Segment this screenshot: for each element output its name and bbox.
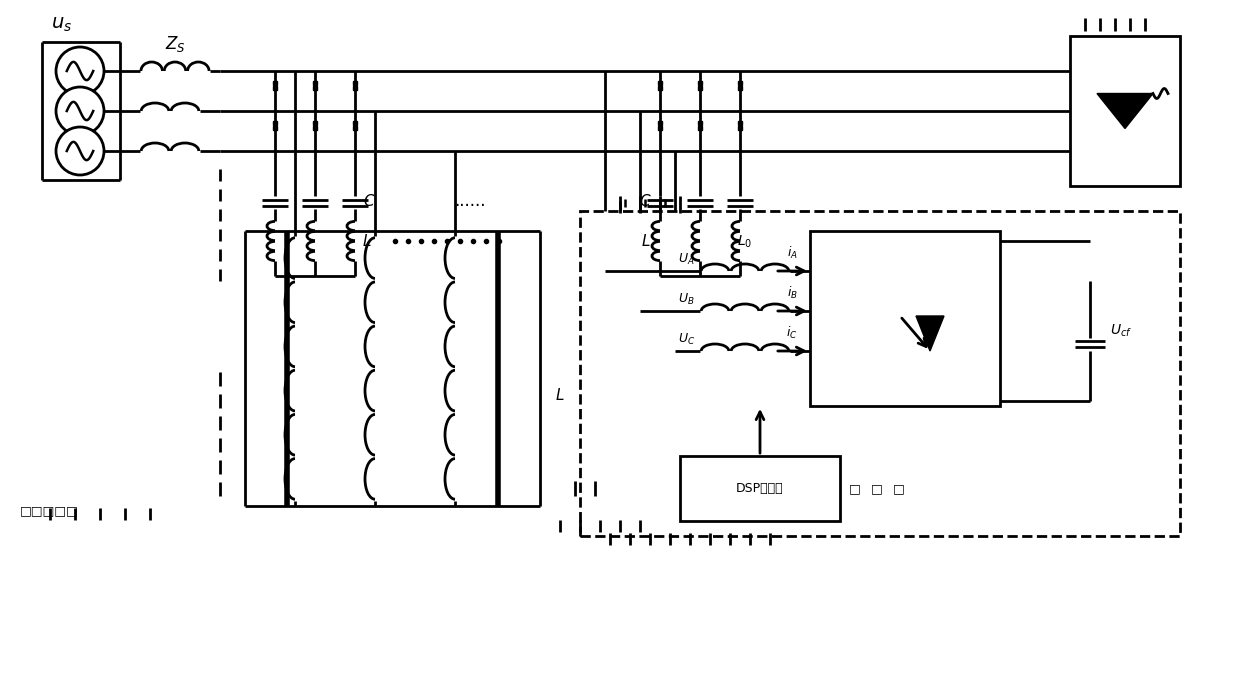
Polygon shape [916,316,944,351]
Text: $U_A$: $U_A$ [678,251,694,266]
Text: $U_C$: $U_C$ [678,331,694,347]
Bar [273,86,278,90]
Circle shape [56,127,104,175]
Bar [698,81,702,85]
Text: $i_C$: $i_C$ [786,325,797,341]
Bar [273,81,278,85]
Bar [738,86,743,90]
Bar [273,121,278,125]
Text: C: C [363,193,373,208]
Bar [810,231,999,406]
Text: L: L [556,389,564,404]
Text: $U_B$: $U_B$ [678,291,694,306]
Bar [680,456,839,521]
Bar [698,126,702,130]
Bar [657,86,662,90]
Bar [1070,36,1180,186]
Polygon shape [1097,93,1153,128]
Bar [580,211,1180,536]
Bar [353,81,357,85]
Text: L: L [363,233,372,249]
Bar [353,126,357,130]
Text: □: □ [849,482,861,495]
Bar [312,86,317,90]
Text: $Z_S$: $Z_S$ [165,34,186,54]
Bar [738,126,743,130]
Text: $U_{cf}$: $U_{cf}$ [1110,323,1132,339]
Bar [657,126,662,130]
Text: $i_B$: $i_B$ [786,285,797,301]
Bar [273,126,278,130]
Text: L: L [641,233,650,249]
Text: □: □ [872,482,883,495]
Bar [738,121,743,125]
Text: ......: ...... [454,192,486,210]
Text: $L_0$: $L_0$ [738,234,753,250]
Bar [738,81,743,85]
Bar [353,86,357,90]
Bar [312,121,317,125]
Text: DSP控制器: DSP控制器 [737,482,784,495]
Bar [698,86,702,90]
Bar [312,126,317,130]
Circle shape [56,47,104,95]
Text: $i_A$: $i_A$ [786,245,797,261]
Text: □□□□□: □□□□□ [20,504,79,518]
Text: C: C [640,193,650,208]
Bar [698,121,702,125]
Text: $u_s$: $u_s$ [51,15,73,34]
Bar [312,81,317,85]
Text: □: □ [893,482,905,495]
Bar [657,121,662,125]
Circle shape [56,87,104,135]
Bar [657,81,662,85]
Bar [353,121,357,125]
